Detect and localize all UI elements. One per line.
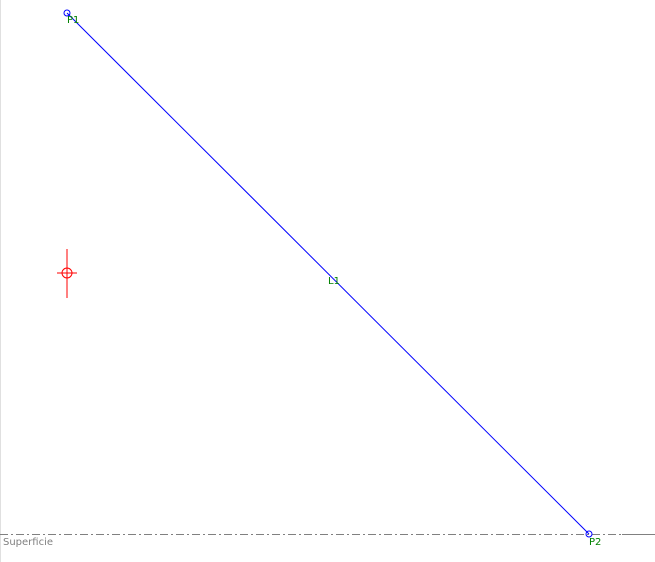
- point-p2-label: P2: [589, 537, 601, 548]
- point-p1-handle[interactable]: [63, 9, 71, 17]
- line-label: L1: [328, 276, 340, 287]
- line-l1[interactable]: [66, 12, 590, 535]
- point-p1-label: P1: [67, 15, 79, 26]
- point-p2-handle[interactable]: [585, 530, 593, 538]
- surface-label: Superficie: [3, 537, 53, 548]
- crosshair-icon: [57, 249, 77, 298]
